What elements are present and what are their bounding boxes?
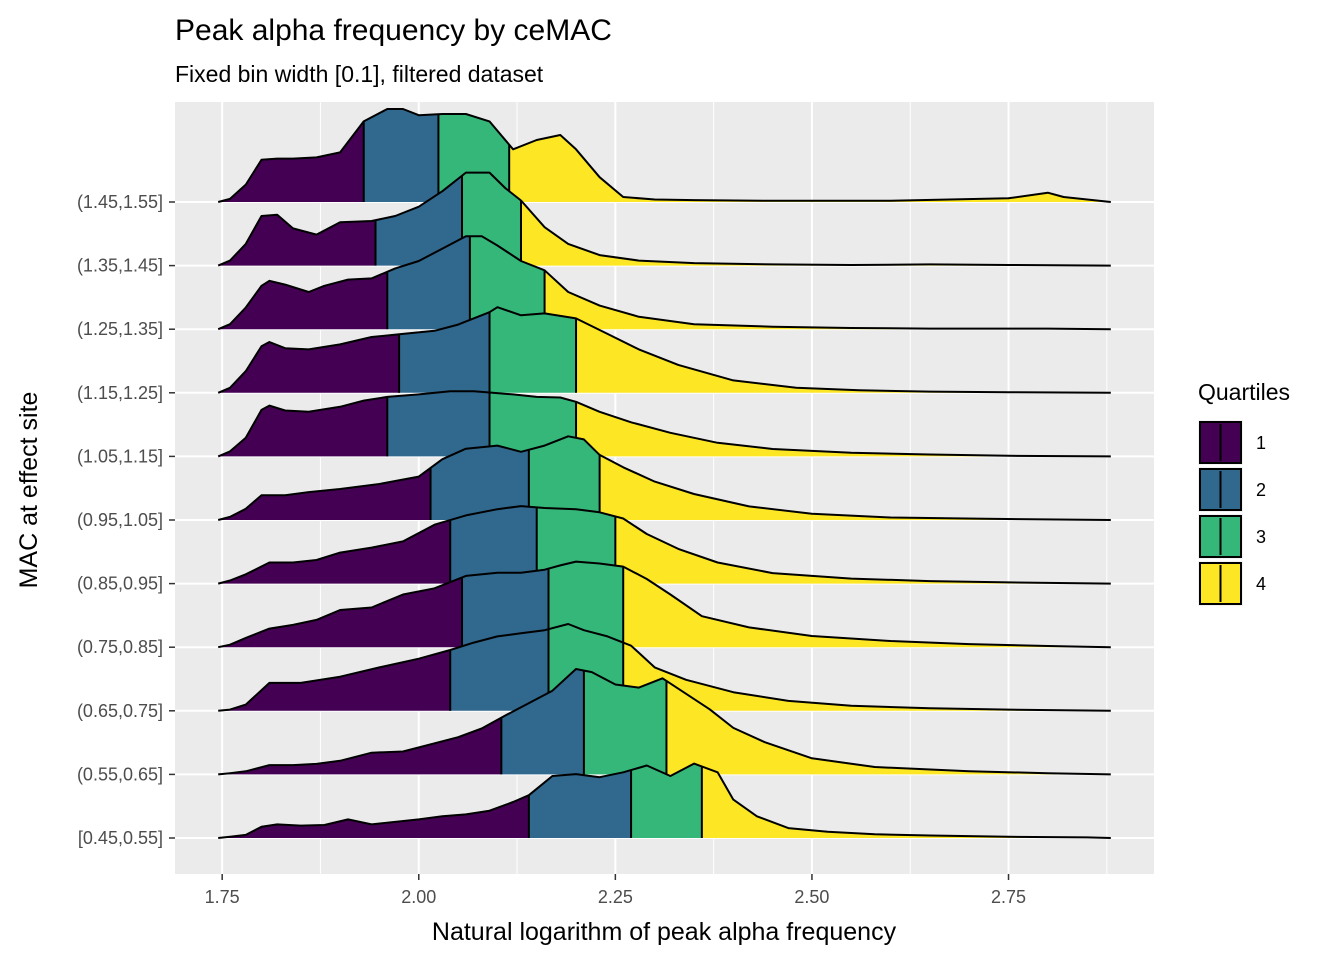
legend-key: 4: [1198, 561, 1266, 606]
chart-title: Peak alpha frequency by ceMAC: [175, 14, 612, 47]
quartile-2-area: [430, 445, 529, 520]
quartile-2-area: [450, 629, 549, 711]
quartile-2-area: [387, 236, 470, 330]
quartile-2-area: [528, 770, 632, 838]
quartile-4-area: [576, 401, 1111, 457]
quartile-3-area: [489, 307, 576, 393]
quartile-3-area: [469, 236, 545, 330]
y-axis: [0.45,0.55] (0.55,0.65] (0.65,0.75] (0.75,0…: [77, 192, 175, 848]
quartile-1-area: [218, 520, 451, 584]
chart-subtitle: Fixed bin width [0.1], filtered dataset: [175, 61, 544, 87]
y-tick-label: (0.55,0.65]: [77, 764, 163, 784]
density-outline: [217, 235, 1111, 331]
density-outline: [217, 435, 1111, 521]
y-tick-label: (0.85,0.95]: [77, 574, 163, 594]
x-tick-label: 2.00: [401, 887, 436, 907]
quartile-4-area: [701, 766, 1111, 838]
quartile-1-area: [218, 717, 502, 775]
quartile-1-area: [218, 467, 431, 520]
density-outline: [217, 505, 1111, 585]
quartile-3-area: [631, 763, 702, 838]
legend-key: 2: [1198, 467, 1266, 512]
quartile-3-area: [489, 392, 576, 457]
quartile-4-area: [509, 135, 1111, 202]
quartile-4-area: [521, 200, 1111, 266]
quartile-1-area: [218, 214, 376, 266]
density-outline: [218, 762, 1111, 839]
legend-label: 3: [1256, 527, 1266, 547]
density-outline: [217, 560, 1111, 649]
legend-label: 4: [1256, 574, 1266, 594]
ridge: [217, 306, 1111, 394]
legend-label: 2: [1256, 480, 1266, 500]
x-axis: 1.75 2.00 2.25 2.50 2.75: [205, 874, 1026, 907]
ridge: [217, 235, 1111, 331]
quartile-1-area: [218, 795, 529, 838]
quartile-3-area: [528, 436, 600, 520]
quartile-2-area: [387, 391, 490, 457]
x-axis-title: Natural logarithm of peak alpha frequenc…: [432, 918, 897, 946]
ridge: [218, 668, 1111, 776]
y-tick-label: (1.15,1.25]: [77, 383, 163, 403]
x-tick-label: 1.75: [205, 887, 240, 907]
y-tick-label: (0.65,0.75]: [77, 701, 163, 721]
quartile-3-area: [583, 670, 667, 775]
quartile-2-area: [450, 506, 537, 584]
y-tick-label: (1.25,1.35]: [77, 319, 163, 339]
density-outline: [218, 668, 1111, 776]
quartile-2-area: [363, 109, 439, 202]
quartile-2-area: [501, 669, 584, 775]
ridge: [217, 435, 1111, 521]
density-outline: [217, 306, 1111, 394]
ridge: [218, 762, 1111, 839]
y-tick-label: (1.05,1.15]: [77, 446, 163, 466]
quartile-2-area: [375, 175, 462, 266]
x-tick-label: 2.25: [598, 887, 633, 907]
x-tick-label: 2.50: [794, 887, 829, 907]
quartile-4-area: [544, 270, 1111, 330]
quartile-1-area: [218, 271, 388, 330]
quartile-1-area: [218, 334, 400, 393]
density-outline: [217, 390, 1111, 458]
density-outline: [217, 171, 1111, 267]
y-tick-label: (0.75,0.85]: [77, 637, 163, 657]
legend: Quartiles 1 2 3 4: [1198, 379, 1290, 606]
y-tick-label: (0.95,1.05]: [77, 510, 163, 530]
density-outline: [217, 108, 1111, 203]
legend-key: 1: [1198, 420, 1266, 465]
y-tick-label: (1.45,1.55]: [77, 192, 163, 212]
legend-label: 1: [1256, 433, 1266, 453]
x-tick-label: 2.75: [991, 887, 1026, 907]
y-axis-title: MAC at effect site: [15, 392, 43, 589]
ridges: [217, 108, 1111, 839]
quartile-1-area: [218, 121, 364, 202]
density-outline: [218, 623, 1111, 712]
y-tick-label: (1.35,1.45]: [77, 256, 163, 276]
ridge: [217, 108, 1111, 203]
quartile-4-area: [599, 454, 1111, 520]
quartile-4-area: [666, 680, 1111, 775]
ridge: [217, 505, 1111, 585]
quartile-2-area: [462, 568, 549, 648]
ridge: [217, 390, 1111, 458]
quartile-1-area: [218, 577, 462, 648]
y-tick-label: [0.45,0.55]: [78, 828, 163, 848]
legend-title: Quartiles: [1198, 379, 1290, 405]
legend-key: 3: [1198, 514, 1266, 559]
